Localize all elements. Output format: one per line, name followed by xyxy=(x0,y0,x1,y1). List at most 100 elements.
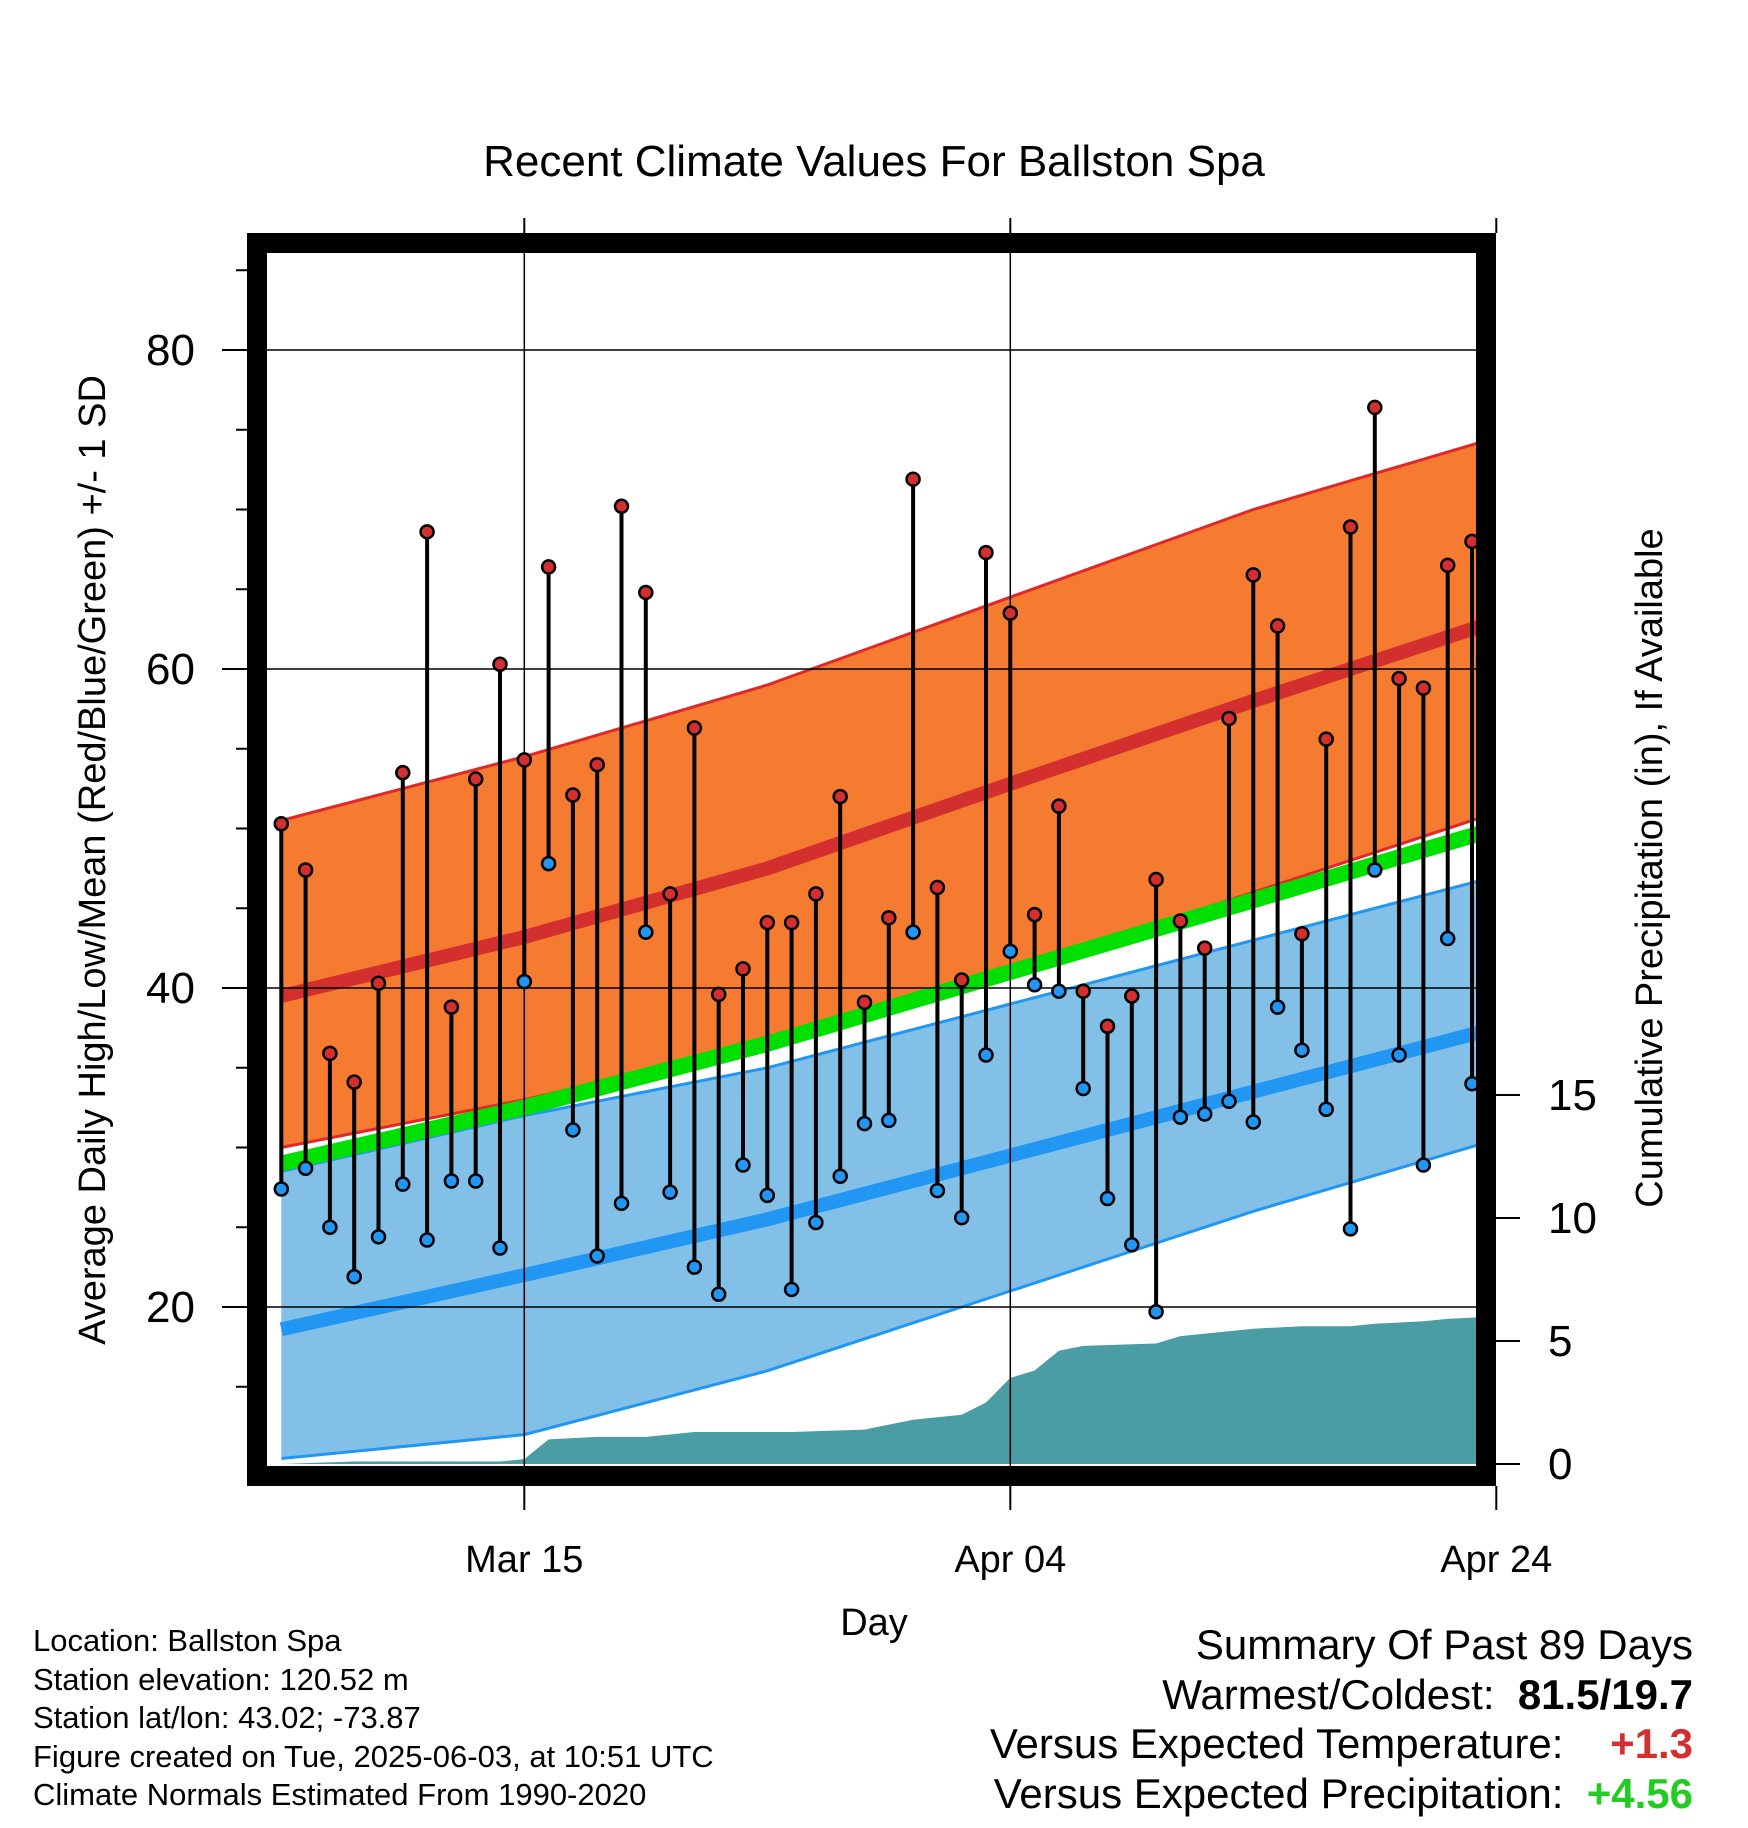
daily-high-point xyxy=(1075,983,1091,999)
daily-high-point xyxy=(1172,913,1189,929)
daily-high-point xyxy=(929,879,946,896)
daily-low-point xyxy=(419,1232,435,1248)
daily-low-point xyxy=(1269,999,1286,1015)
daily-high-point xyxy=(1051,798,1067,814)
daily-high-point xyxy=(540,559,557,575)
y2-tick-label: 5 xyxy=(1548,1317,1572,1366)
daily-high-point xyxy=(1002,605,1019,621)
daily-high-point xyxy=(1733,680,1746,693)
daily-low-point xyxy=(1245,1114,1262,1130)
normal-high-line xyxy=(279,617,1486,1003)
daily-high-point xyxy=(1415,680,1432,696)
latlon-text: Station lat/lon: 43.02; -73.87 xyxy=(33,1700,421,1735)
station-info: Location: Ballston Spa Station elevation… xyxy=(33,1622,714,1815)
daily-high-point xyxy=(1636,493,1649,506)
y-tick-label: 60 xyxy=(146,645,195,694)
daily-high-point xyxy=(1538,699,1551,712)
daily-high-point xyxy=(1514,517,1527,530)
daily-high-point xyxy=(783,914,800,931)
daily-low-point xyxy=(1587,1020,1600,1033)
daily-low-point xyxy=(540,855,557,872)
daily-high-point xyxy=(1342,519,1359,535)
daily-high-point xyxy=(1245,567,1262,583)
daily-high-point xyxy=(1294,926,1310,942)
y2-tick-label: 15 xyxy=(1548,1071,1597,1120)
precip-value: +4.56 xyxy=(1586,1769,1693,1817)
daily-low-point xyxy=(1026,977,1043,993)
daily-high-point xyxy=(832,788,848,805)
x-tick-label: Apr 24 xyxy=(1440,1539,1552,1581)
plot-frame xyxy=(247,233,1496,1486)
daily-low-point xyxy=(638,924,654,940)
daily-low-point xyxy=(1538,1047,1551,1060)
daily-low-point xyxy=(662,1184,678,1200)
daily-low-point xyxy=(565,1122,581,1138)
daily-low-point xyxy=(1367,862,1383,878)
daily-low-point xyxy=(710,1286,727,1302)
y-tick-label: 20 xyxy=(146,1283,195,1332)
daily-low-point xyxy=(1172,1109,1189,1125)
daily-low-point xyxy=(1002,943,1019,960)
cumulative-precip-area xyxy=(281,1316,1486,1464)
daily-high-point xyxy=(638,584,654,601)
y2-axis-label: Cumulative Precipitation (in), If Availa… xyxy=(1629,528,1671,1207)
daily-low-point xyxy=(856,1115,873,1132)
chart-title: Recent Climate Values For Ballston Spa xyxy=(483,137,1265,186)
daily-high-point xyxy=(516,752,533,768)
daily-low-point xyxy=(273,1181,290,1197)
daily-high-point xyxy=(808,886,824,902)
daily-high-point xyxy=(1439,557,1456,574)
daily-high-point xyxy=(1269,618,1286,634)
daily-low-point xyxy=(516,973,533,990)
daily-high-point xyxy=(1367,399,1383,416)
daily-low-point xyxy=(467,1173,484,1189)
temp-value: +1.3 xyxy=(1610,1720,1693,1767)
daily-low-point xyxy=(1611,924,1624,937)
normal-low-band-lower-edge xyxy=(281,1140,1486,1460)
daily-low-point xyxy=(1415,1157,1432,1173)
daily-high-point xyxy=(1563,471,1576,484)
daily-low-point xyxy=(1148,1304,1164,1320)
daily-low-point xyxy=(370,1229,387,1245)
daily-high-point xyxy=(905,471,921,487)
daily-low-point xyxy=(1075,1080,1091,1097)
daily-low-point xyxy=(1196,1106,1213,1122)
daily-low-point xyxy=(443,1173,460,1189)
daily-high-point xyxy=(346,1074,362,1090)
daily-low-point xyxy=(1051,983,1067,999)
x-axis-label: Day xyxy=(840,1602,908,1644)
daily-high-point xyxy=(735,961,751,977)
daily-low-point xyxy=(783,1281,800,1298)
daily-high-point xyxy=(443,999,460,1015)
daily-low-point xyxy=(1439,930,1456,947)
y-tick-label: 40 xyxy=(146,964,195,1013)
daily-high-point xyxy=(467,771,484,787)
daily-low-point xyxy=(1124,1237,1140,1253)
daily-low-point xyxy=(1342,1221,1359,1237)
daily-low-point xyxy=(613,1195,630,1212)
daily-low-point xyxy=(808,1214,824,1231)
x-tick-label: Apr 04 xyxy=(954,1539,1066,1581)
daily-high-point xyxy=(1587,323,1600,336)
daily-low-point xyxy=(1294,1042,1310,1058)
daily-low-point xyxy=(686,1259,703,1275)
normal-high-band xyxy=(281,440,1486,1148)
daily-high-point xyxy=(613,498,630,515)
created-text: Figure created on Tue, 2025-06-03, at 10… xyxy=(33,1738,714,1774)
daily-high-point xyxy=(565,787,581,803)
daily-low-point xyxy=(978,1047,994,1063)
daily-high-point xyxy=(322,1045,338,1062)
daily-low-point xyxy=(1221,1093,1237,1109)
daily-low-point xyxy=(905,924,921,940)
daily-low-point xyxy=(322,1219,338,1235)
summary-panel: Summary Of Past 89 Days Warmest/Coldest:… xyxy=(990,1620,1693,1818)
plot-area: 90Days xyxy=(257,243,1746,1476)
daily-high-point xyxy=(953,972,970,988)
daily-low-point xyxy=(492,1240,508,1256)
daily-low-point xyxy=(735,1157,751,1173)
daily-high-point xyxy=(370,975,387,991)
daily-high-point xyxy=(1391,670,1407,687)
daily-high-point xyxy=(1318,731,1334,747)
